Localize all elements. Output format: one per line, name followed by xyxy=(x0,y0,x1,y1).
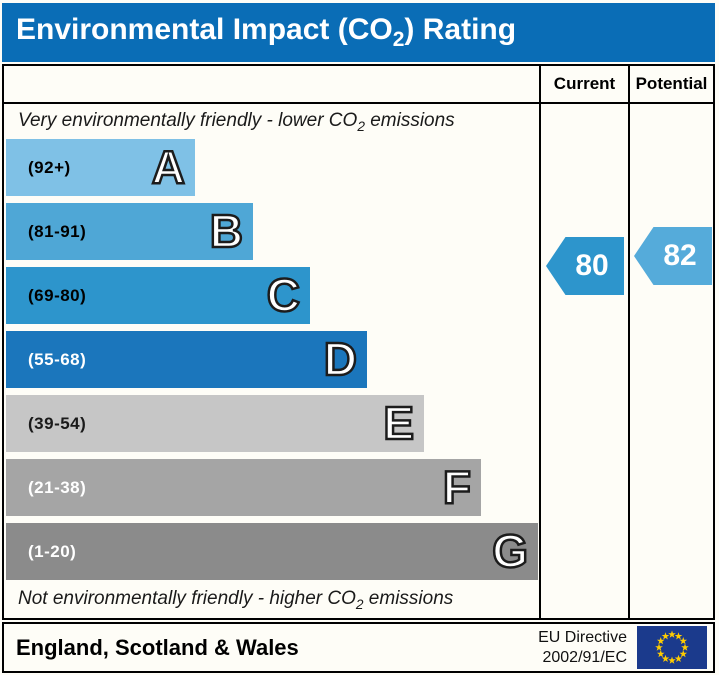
band-bar-f: (21-38) F xyxy=(6,459,481,516)
potential-rating-value: 82 xyxy=(663,239,697,272)
band-bar-d: (55-68) D xyxy=(6,331,367,388)
band-row-c: (69-80) C xyxy=(6,267,310,324)
band-range-label: (92+) xyxy=(28,157,71,177)
band-bar-a: (92+) A xyxy=(6,139,195,196)
column-divider-potential xyxy=(628,66,630,618)
band-letter: D xyxy=(323,332,359,385)
band-range-label: (81-91) xyxy=(28,221,87,241)
potential-rating-arrow: 82 xyxy=(634,227,712,285)
rating-table: Current Potential Very environmentally f… xyxy=(2,64,715,620)
eu-directive-label: EU Directive 2002/91/EC xyxy=(538,628,627,666)
band-bar-b: (81-91) B xyxy=(6,203,253,260)
band-range-label: (21-38) xyxy=(28,477,87,497)
top-note: Very environmentally friendly - lower CO… xyxy=(18,110,455,134)
band-letter: F xyxy=(442,460,473,513)
current-column-header: Current xyxy=(553,74,616,93)
band-row-a: (92+) A xyxy=(6,139,195,196)
bottom-note: Not environmentally friendly - higher CO… xyxy=(18,588,454,612)
eu-flag-icon xyxy=(637,626,707,669)
band-row-d: (55-68) D xyxy=(6,331,367,388)
band-range-label: (55-68) xyxy=(28,349,87,369)
band-letter: C xyxy=(266,268,302,321)
band-letter: A xyxy=(151,140,187,193)
region-label: England, Scotland & Wales xyxy=(16,634,299,660)
footer: England, Scotland & Wales EU Directive 2… xyxy=(2,622,715,673)
band-row-b: (81-91) B xyxy=(6,203,253,260)
chart-title: Environmental Impact (CO2) Rating xyxy=(16,13,517,51)
band-bar-c: (69-80) C xyxy=(6,267,310,324)
band-letter: B xyxy=(209,204,245,257)
chart-title-bar: Environmental Impact (CO2) Rating xyxy=(2,3,715,62)
band-row-f: (21-38) F xyxy=(6,459,481,516)
band-row-e: (39-54) E xyxy=(6,395,424,452)
band-range-label: (39-54) xyxy=(28,413,87,433)
eu-flag-stars xyxy=(655,630,689,664)
potential-column-header: Potential xyxy=(635,74,708,93)
band-row-g: (1-20) G xyxy=(6,523,538,580)
band-range-label: (1-20) xyxy=(28,541,77,561)
band-letter: E xyxy=(382,396,415,449)
column-divider-current xyxy=(539,66,541,618)
current-rating-value: 80 xyxy=(575,249,609,282)
band-bar-g: (1-20) G xyxy=(6,523,538,580)
current-rating-arrow: 80 xyxy=(546,237,624,295)
header-divider xyxy=(4,102,713,104)
band-range-label: (69-80) xyxy=(28,285,87,305)
band-letter: G xyxy=(491,524,529,577)
band-bar-e: (39-54) E xyxy=(6,395,424,452)
